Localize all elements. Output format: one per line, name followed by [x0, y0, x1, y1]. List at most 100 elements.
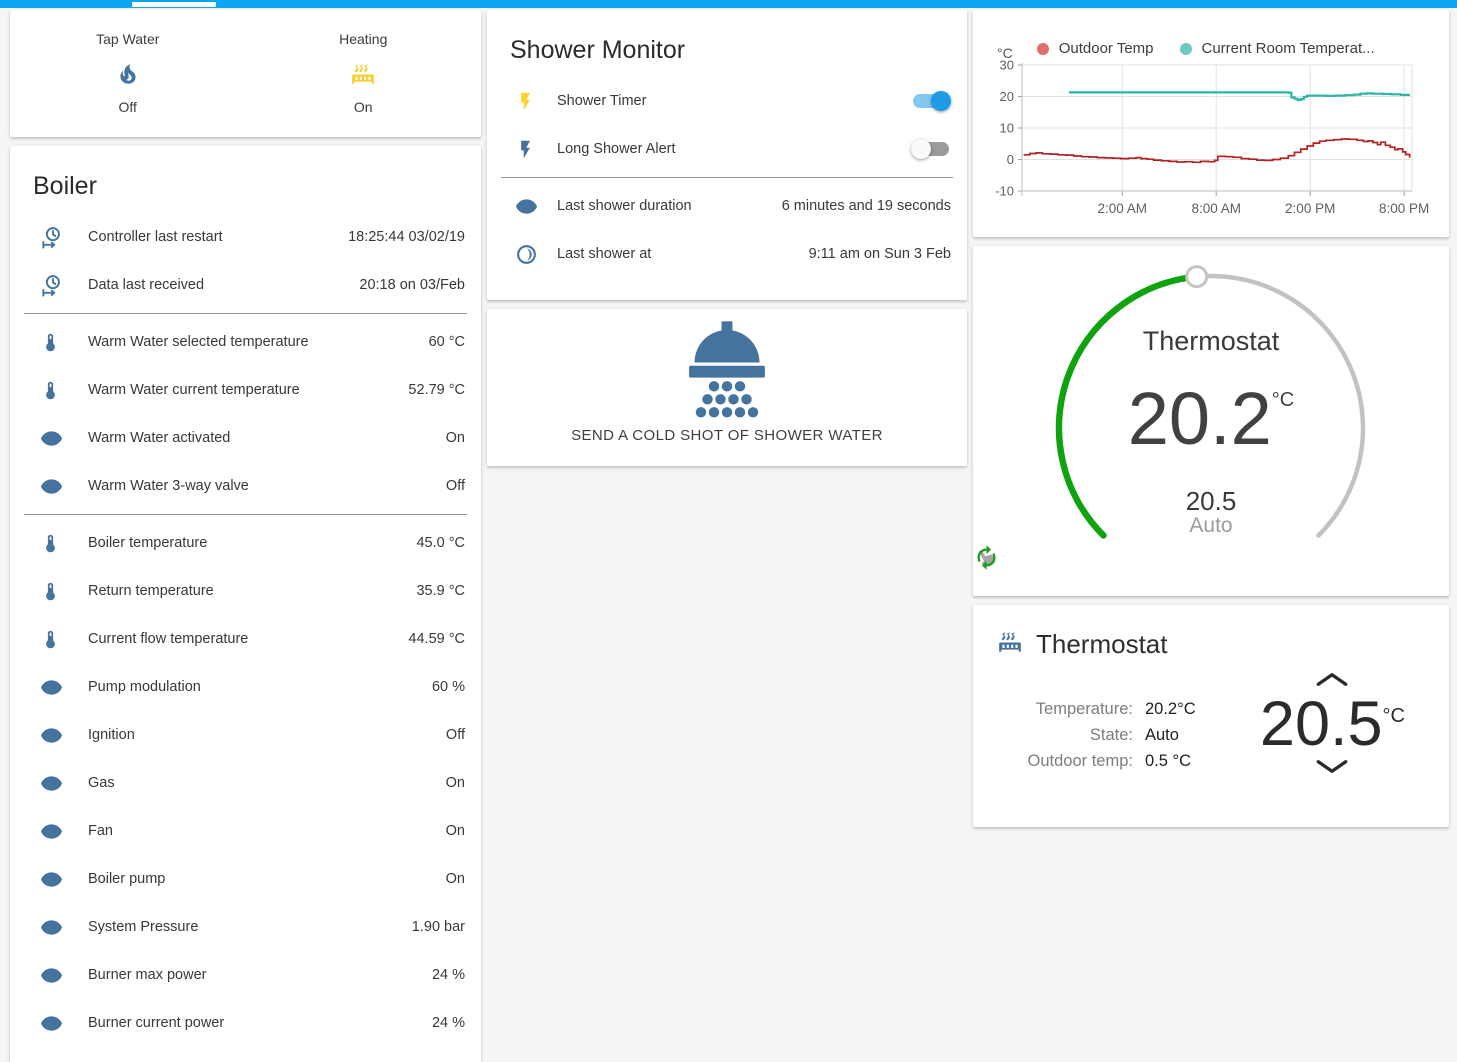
entity-label: Burner current power [88, 1015, 224, 1031]
entity-row[interactable]: Boiler temperature45.0 °C [10, 519, 481, 567]
entity-row[interactable]: Controller last restart 18:25:44 03/02/19 [10, 213, 481, 261]
entity-row[interactable]: Burner current power24 % [10, 999, 481, 1047]
entity-value: 6 minutes and 19 seconds [782, 198, 951, 214]
dial-current-value: 20.2 [1128, 377, 1272, 460]
entity-row[interactable]: Return temperature35.9 °C [10, 567, 481, 615]
entity-row[interactable]: System Pressure1.90 bar [10, 903, 481, 951]
entity-value: 18:25:44 03/02/19 [348, 229, 465, 245]
eye-icon [40, 820, 63, 843]
thermostat-info-header: Thermostat [973, 605, 1449, 660]
entity-label: Burner max power [88, 967, 206, 983]
entity-value: 60 °C [429, 334, 465, 350]
entity-value: 44.59 °C [408, 631, 465, 647]
entity-row[interactable]: Burner max power24 % [10, 951, 481, 999]
eye-icon [40, 916, 63, 939]
entity-row[interactable]: Last shower duration6 minutes and 19 sec… [487, 182, 967, 230]
thermostat-attributes: Temperature:20.2°CState:AutoOutdoor temp… [1003, 700, 1196, 771]
entity-value: Off [446, 478, 465, 494]
boiler-card-title: Boiler [10, 146, 481, 213]
entity-value: On [446, 823, 465, 839]
entity-row[interactable]: Pump modulation 60 % [10, 663, 481, 711]
chart-plot: 3020100-102:00 AM8:00 AM2:00 PM8:00 PM [989, 57, 1433, 221]
dial-title: Thermostat [973, 326, 1449, 357]
dial-unit: °C [1272, 389, 1294, 411]
entity-label: Fan [88, 823, 113, 839]
left-column: Tap WaterOffHeatingOn Boiler Controller … [10, 10, 481, 1062]
entity-value: 9:11 am on Sun 3 Feb [809, 246, 951, 262]
dial-target-temperature: 20.5 [973, 486, 1449, 517]
entity-row[interactable]: IgnitionOff [10, 711, 481, 759]
eye-icon [40, 676, 63, 699]
entity-value: Off [446, 727, 465, 743]
cold-shot-button-label[interactable]: SEND A COLD SHOT OF SHOWER WATER [571, 427, 883, 444]
svg-text:0: 0 [1007, 152, 1014, 167]
middle-column: Shower Monitor Shower TimerLong Shower A… [487, 10, 967, 466]
toggle-row[interactable]: Long Shower Alert [487, 125, 967, 173]
entity-row[interactable]: Current flow temperature 44.59 °C [10, 615, 481, 663]
entity-row[interactable]: Last shower at 9:11 am on Sun 3 Feb [487, 230, 967, 278]
chart-header: °C Outdoor TempCurrent Room Temperat... [989, 10, 1433, 57]
radiator-icon [997, 629, 1023, 660]
legend-dot [1180, 43, 1192, 55]
svg-text:2:00 AM: 2:00 AM [1097, 201, 1147, 216]
entity-row[interactable]: Warm Water 3-way valveOff [10, 462, 481, 510]
legend-item: Current Room Temperat... [1180, 40, 1375, 57]
legend-item: Outdoor Temp [1037, 40, 1154, 57]
clock-start-icon [40, 274, 63, 297]
glance-item-heating[interactable]: HeatingOn [246, 10, 482, 137]
setpoint-number: 20.5 [1260, 691, 1383, 757]
right-column: °C Outdoor TempCurrent Room Temperat... … [973, 10, 1449, 827]
entity-row[interactable]: Data last received20:18 on 03/Feb [10, 261, 481, 309]
attribute-value: 0.5 °C [1145, 752, 1196, 771]
entity-label: Warm Water activated [88, 430, 230, 446]
glance-item-tap-water[interactable]: Tap WaterOff [10, 10, 246, 137]
radiator-icon [997, 629, 1023, 655]
history-graph-card: °C Outdoor TempCurrent Room Temperat... … [973, 10, 1449, 237]
svg-text:8:00 PM: 8:00 PM [1379, 201, 1429, 216]
eye-icon [40, 724, 63, 747]
legend-label: Current Room Temperat... [1202, 40, 1375, 57]
thermometer-icon [40, 533, 61, 554]
dial-knob[interactable] [1187, 267, 1207, 287]
svg-text:-10: -10 [995, 184, 1014, 199]
entity-row[interactable]: Warm Water selected temperature 60 °C [10, 318, 481, 366]
entity-row[interactable]: GasOn [10, 759, 481, 807]
setpoint-decrease-button[interactable] [1313, 757, 1351, 777]
entity-label: Last shower at [557, 246, 651, 262]
entity-label: Controller last restart [88, 229, 223, 245]
cold-shot-button-card[interactable]: SEND A COLD SHOT OF SHOWER WATER [487, 309, 967, 466]
entity-label: Warm Water selected temperature [88, 334, 309, 350]
svg-text:20: 20 [1000, 89, 1014, 104]
entity-row[interactable]: Warm Water activatedOn [10, 414, 481, 462]
eye-icon [40, 868, 63, 891]
thermometer-icon [40, 332, 61, 353]
long-shower-alert-toggle[interactable] [911, 139, 951, 159]
dial-current-temperature: 20.2°C [973, 376, 1449, 461]
entity-value: 45.0 °C [416, 535, 465, 551]
thermostat-info-card: Thermostat Temperature:20.2°CState:AutoO… [973, 605, 1449, 827]
toggle-row[interactable]: Shower Timer [487, 77, 967, 125]
entity-value: On [446, 871, 465, 887]
eye-icon [40, 1012, 63, 1035]
entity-value: 60 % [432, 679, 465, 695]
active-tab-indicator[interactable] [132, 2, 216, 7]
svg-text:2:00 PM: 2:00 PM [1285, 201, 1335, 216]
entity-row[interactable]: Fan On [10, 807, 481, 855]
entity-row[interactable]: Boiler pump On [10, 855, 481, 903]
entity-row[interactable]: Warm Water current temperature52.79 °C [10, 366, 481, 414]
shower-timer-toggle[interactable] [911, 91, 951, 111]
thermometer-icon [40, 629, 61, 650]
eye-icon [515, 195, 538, 218]
entity-label: Current flow temperature [88, 631, 248, 647]
boiler-card: Boiler Controller last restart 18:25:44 0… [10, 146, 481, 1062]
chart-legend: Outdoor Temp Current Room Temperat... [1037, 40, 1401, 57]
entity-label: Boiler pump [88, 871, 165, 887]
temperature-chart: 3020100-102:00 AM8:00 AM2:00 PM8:00 PM [989, 57, 1433, 226]
dial-mode: Auto [973, 514, 1449, 538]
entity-label: System Pressure [88, 919, 198, 935]
entity-label: Pump modulation [88, 679, 201, 695]
setpoint-increase-button[interactable] [1313, 671, 1351, 691]
attribute-value: Auto [1145, 726, 1196, 745]
shower-head-icon [675, 319, 779, 419]
dashboard: Tap WaterOffHeatingOn Boiler Controller … [0, 8, 1457, 1062]
